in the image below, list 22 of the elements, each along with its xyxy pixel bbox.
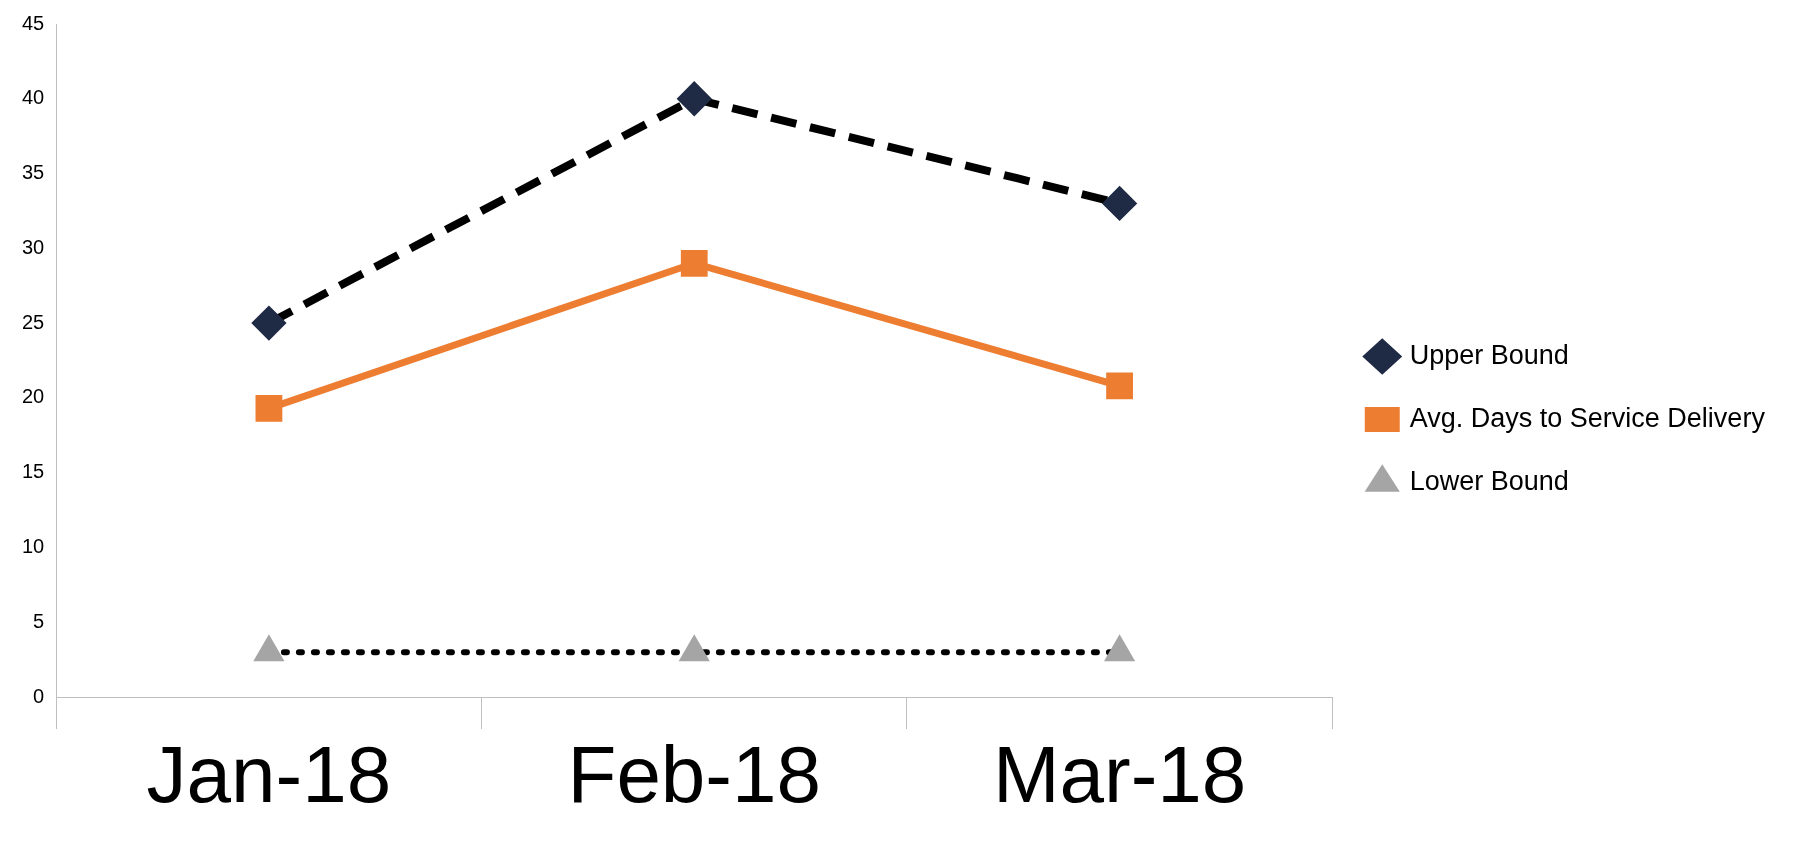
point (255, 394, 283, 422)
y-tick-label: 35 (22, 161, 45, 184)
y-tick-label: 10 (22, 534, 45, 557)
y-tick-label: 20 (22, 385, 45, 408)
point (680, 249, 708, 277)
x-tick-label: Mar-18 (992, 730, 1247, 820)
y-tick-label: 45 (22, 11, 45, 34)
y-tick-label: 40 (22, 86, 45, 109)
legend-label: Upper Bound (1409, 339, 1569, 370)
point (1103, 187, 1136, 220)
y-tick-label: 30 (22, 235, 45, 258)
legend-label: Avg. Days to Service Delivery (1409, 402, 1766, 433)
y-tick-label: 0 (33, 684, 45, 707)
point (1106, 372, 1133, 400)
legend-label: Lower Bound (1409, 465, 1569, 496)
x-tick-label: Jan-18 (146, 730, 392, 820)
y-tick-label: 15 (22, 460, 45, 483)
y-tick-label: 25 (22, 310, 45, 333)
point (678, 82, 711, 115)
y-tick-label: 5 (33, 609, 45, 632)
x-tick-label: Feb-18 (567, 730, 821, 820)
point (252, 307, 285, 340)
